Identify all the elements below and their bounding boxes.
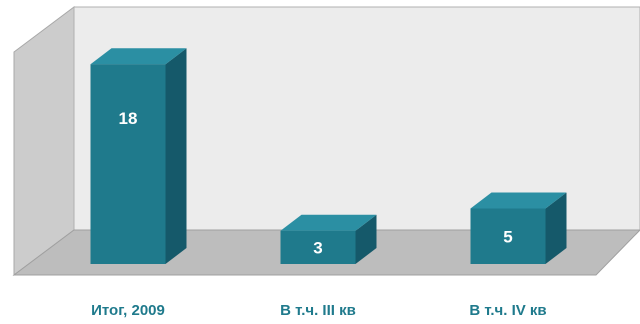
bar-top xyxy=(470,192,567,209)
bar-front xyxy=(470,208,546,264)
bar-side xyxy=(355,214,377,264)
back-wall xyxy=(73,6,640,231)
bar-3: 5 xyxy=(470,192,567,264)
bar-front xyxy=(90,64,166,264)
bar-1: 18 xyxy=(90,48,187,265)
category-label: В т.ч. III кв xyxy=(280,302,356,319)
bar-2: 3 xyxy=(280,214,377,264)
bar-side xyxy=(165,48,187,265)
bar-top xyxy=(90,48,187,65)
bar-front xyxy=(280,230,356,264)
data-label: 3 xyxy=(313,238,322,257)
bar-side xyxy=(545,192,567,264)
category-label: В т.ч. IV кв xyxy=(469,302,546,319)
side-wall xyxy=(13,6,75,276)
category-label: Итог, 2009 xyxy=(91,302,165,319)
data-label: 5 xyxy=(503,227,512,246)
data-label: 18 xyxy=(119,109,138,128)
category-labels: Итог, 2009 В т.ч. III кв В т.ч. IV кв xyxy=(91,302,547,319)
bar-top xyxy=(280,214,377,231)
